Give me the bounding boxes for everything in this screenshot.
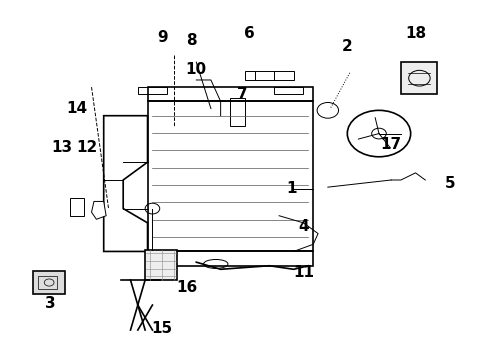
Text: 2: 2 — [342, 39, 353, 54]
Text: 15: 15 — [151, 321, 173, 336]
Bar — [33, 271, 65, 294]
Polygon shape — [70, 198, 84, 216]
Text: 9: 9 — [157, 30, 168, 45]
Bar — [145, 249, 177, 280]
Bar — [138, 87, 167, 94]
Text: 3: 3 — [45, 296, 55, 311]
Bar — [147, 251, 313, 266]
Text: 18: 18 — [405, 26, 426, 41]
Bar — [274, 87, 303, 94]
Text: 13: 13 — [52, 140, 73, 156]
Text: 11: 11 — [293, 265, 314, 280]
Text: 16: 16 — [176, 280, 197, 295]
Polygon shape — [92, 202, 106, 219]
Bar — [401, 62, 438, 94]
Text: 14: 14 — [66, 101, 88, 116]
Text: 12: 12 — [76, 140, 98, 156]
Text: 17: 17 — [381, 137, 402, 152]
Text: 4: 4 — [298, 219, 309, 234]
Text: 10: 10 — [186, 62, 207, 77]
Bar — [230, 98, 245, 126]
Text: 8: 8 — [186, 33, 196, 48]
Text: 5: 5 — [444, 176, 455, 191]
Bar — [38, 276, 57, 289]
Text: 1: 1 — [286, 181, 296, 197]
Bar — [245, 71, 294, 80]
Text: 6: 6 — [245, 26, 255, 41]
Polygon shape — [104, 116, 147, 251]
Text: 7: 7 — [237, 87, 248, 102]
Bar — [147, 87, 313, 102]
